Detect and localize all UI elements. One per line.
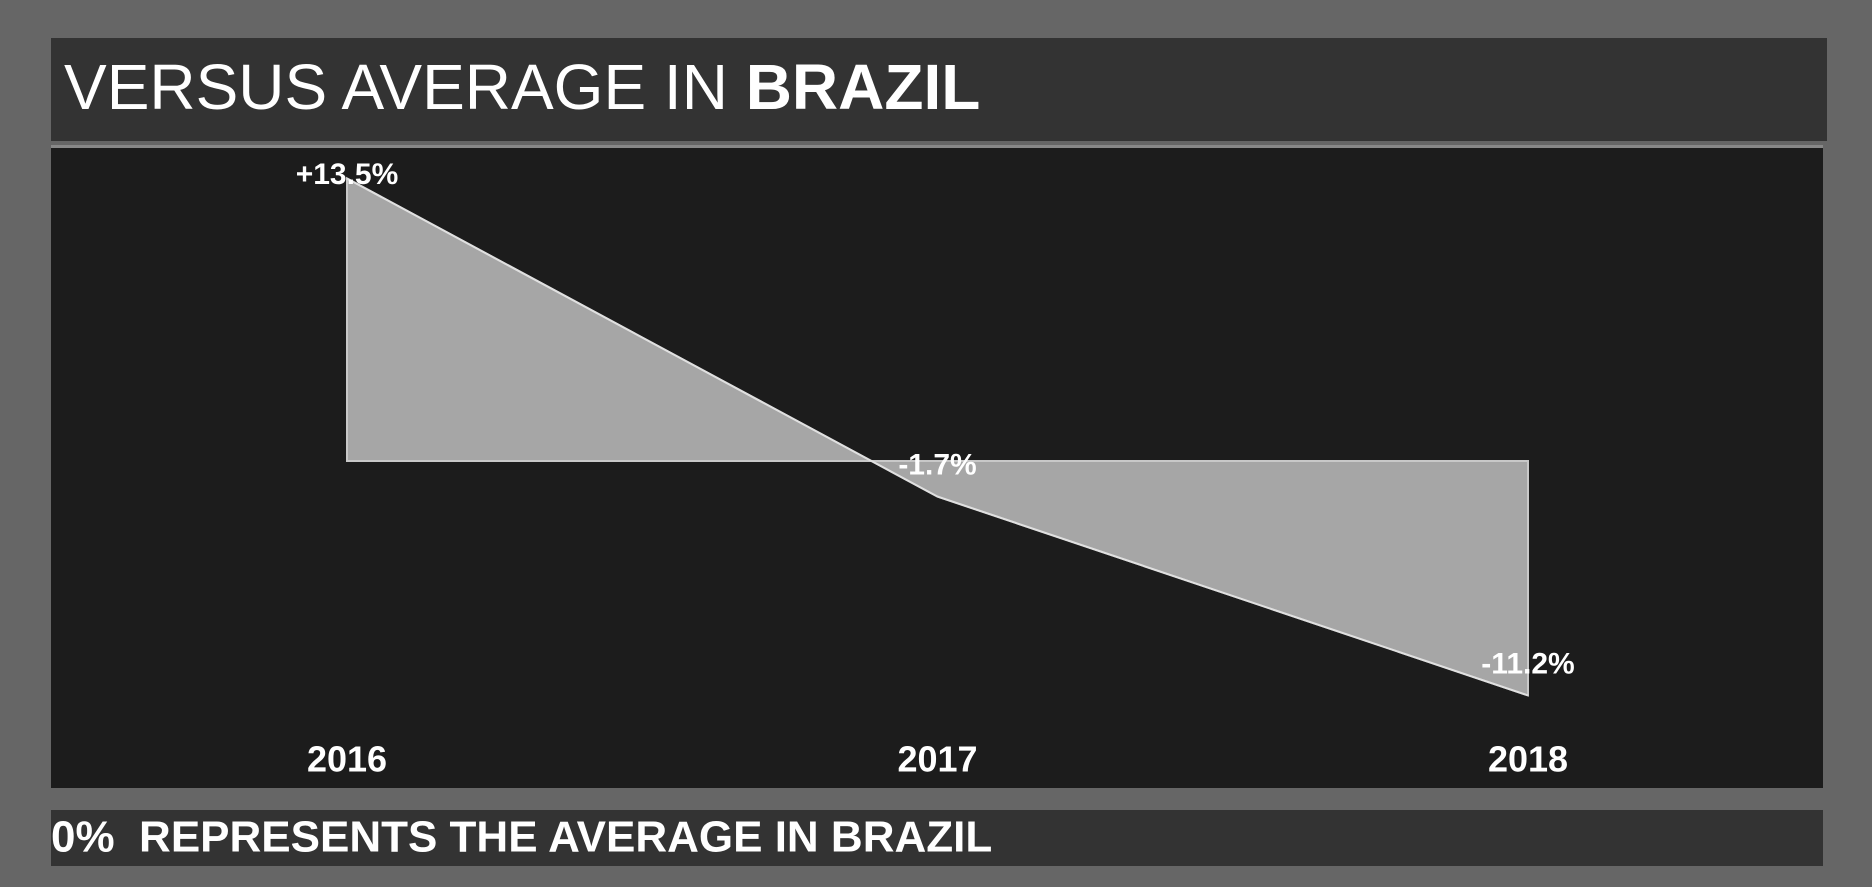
- value-label: +13.5%: [296, 158, 399, 191]
- x-tick-label: 2016: [307, 739, 387, 780]
- footer-bar: [51, 810, 1823, 866]
- title-emphasis: BRAZIL: [746, 51, 981, 123]
- value-label: -11.2%: [1481, 647, 1574, 680]
- title-divider: [51, 145, 1823, 148]
- footer-note: 0% REPRESENTS THE AVERAGE IN BRAZIL: [51, 813, 992, 862]
- title-bar: [51, 38, 1827, 141]
- x-tick-label: 2017: [897, 739, 977, 780]
- chart: +13.5% 2016 -1.7% 2017 -11.2% 2018: [296, 158, 1575, 780]
- title-text: VERSUS AVERAGE IN: [64, 51, 728, 123]
- area-edge: [346, 177, 1529, 697]
- x-tick-label: 2018: [1488, 739, 1568, 780]
- value-label: -1.7%: [898, 449, 976, 482]
- chart-title: VERSUS AVERAGE IN BRAZIL: [64, 51, 980, 123]
